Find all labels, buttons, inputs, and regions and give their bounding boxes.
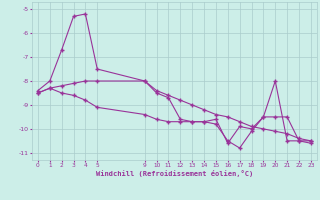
X-axis label: Windchill (Refroidissement éolien,°C): Windchill (Refroidissement éolien,°C) — [96, 170, 253, 177]
